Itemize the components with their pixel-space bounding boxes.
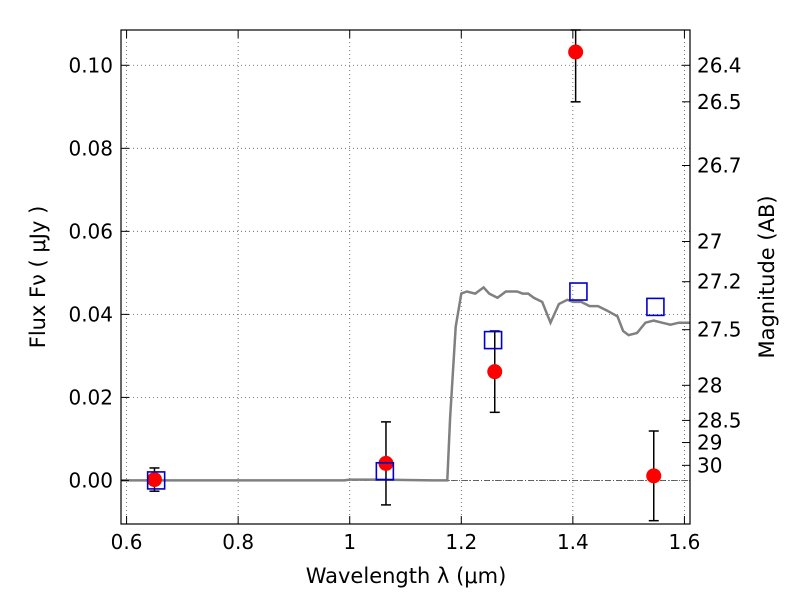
- mag-tick-label: 27.2: [697, 270, 742, 294]
- template-spectrum: [121, 285, 690, 482]
- model-point: [483, 330, 503, 350]
- y-tick-label: 0.06: [68, 219, 113, 243]
- error-bars: [149, 29, 659, 522]
- x-tick-label: 1: [343, 530, 356, 554]
- mag-tick-label: 29: [697, 431, 722, 455]
- mag-tick-label: 30: [697, 453, 722, 477]
- observed-points: [146, 44, 662, 488]
- model-point: [375, 461, 395, 481]
- y-tick-label: 0.00: [68, 468, 113, 492]
- x-tick-label: 1.6: [669, 530, 701, 554]
- observed-point: [568, 44, 584, 60]
- plot-frame: [120, 29, 691, 525]
- x-axis-label: Wavelength λ (μm): [306, 564, 507, 588]
- template-line: [121, 285, 690, 482]
- model-point: [569, 282, 588, 301]
- mag-tick-label: 28.5: [697, 408, 742, 432]
- y-axis-label: Flux Fν ( μJy ): [26, 206, 50, 349]
- y-tick-label: 0.08: [68, 136, 113, 160]
- observed-point: [146, 472, 162, 488]
- observed-point: [646, 468, 662, 484]
- model-point: [646, 297, 665, 317]
- y-tick-label: 0.02: [68, 385, 113, 409]
- mag-tick-label: 26.4: [697, 53, 742, 77]
- mag-tick-label: 27: [697, 230, 722, 254]
- y-tick-label: 0.10: [68, 53, 113, 77]
- x-tick-label: 0.8: [222, 530, 254, 554]
- x-tick-label: 1.4: [557, 530, 589, 554]
- frame: [120, 29, 691, 525]
- x-axis-ticks: 0.6 0.8 1 1.2 1.4 1.6: [111, 30, 701, 554]
- x-tick-label: 0.6: [111, 530, 143, 554]
- mag-tick-label: 26.5: [697, 90, 742, 114]
- grid-lines: [121, 30, 690, 524]
- observed-point: [487, 364, 503, 380]
- mag-tick-label: 28: [697, 373, 722, 397]
- x-tick-label: 1.2: [445, 530, 477, 554]
- y2-axis-label: Magnitude (AB): [755, 195, 779, 358]
- model-point: [146, 471, 166, 490]
- mag-tick-label: 26.7: [697, 154, 742, 178]
- y-tick-label: 0.04: [68, 302, 113, 326]
- mag-tick-label: 27.5: [697, 318, 742, 342]
- y-axis-ticks: 0.00 0.02 0.04 0.06 0.08 0.10: [68, 53, 129, 492]
- model-points: [146, 282, 665, 490]
